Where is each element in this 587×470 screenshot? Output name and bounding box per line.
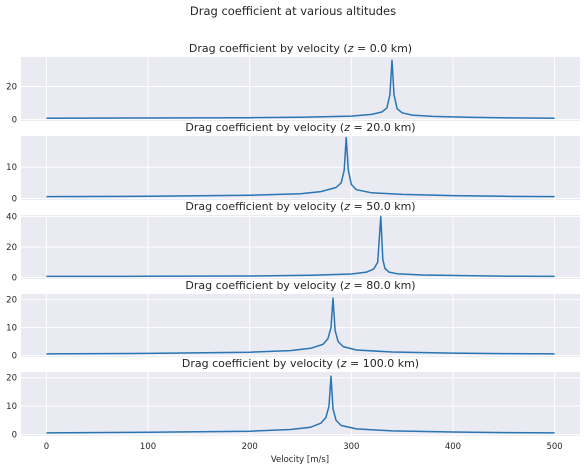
x-axis-label: Velocity [m/s] [271, 455, 329, 465]
y-tick-label: 40 [6, 213, 17, 223]
series-line [46, 297, 555, 355]
series-line [46, 375, 555, 434]
y-tick-label: 10 [6, 324, 17, 334]
plot-area [21, 294, 580, 357]
plot-area [21, 57, 580, 121]
y-tick-label: 20 [6, 83, 17, 93]
subplot-3: 0 10 20 Drag coefficient by velocity (z = 8… [6, 279, 580, 362]
y-tick-label: 10 [6, 163, 17, 173]
x-tick-label: 500 [546, 442, 562, 452]
x-tick-label: 200 [242, 442, 258, 452]
subplot-title: Drag coefficient by velocity (z = 50.0 k… [185, 200, 415, 213]
subplot-title: Drag coefficient by velocity (z = 80.0 k… [185, 279, 415, 292]
series-line [46, 136, 555, 198]
subplot-0: 0 20 Drag coefficient by velocity (z = 0.0… [6, 42, 580, 125]
subplot-2: 0 20 40 Drag coefficient by velocity (z = 5… [6, 200, 580, 283]
subplot-1: 0 10 Drag coefficient by velocity (z = 20.… [6, 121, 580, 204]
y-tick-label: 20 [6, 296, 17, 306]
subplots: 0 20 Drag coefficient by velocity (z = 0.0… [6, 42, 580, 452]
y-tick-label: 0 [12, 352, 17, 362]
y-tick-label: 10 [6, 402, 17, 412]
y-tick-label: 20 [6, 243, 17, 253]
y-tick-label: 0 [12, 273, 17, 283]
x-tick-label: 0 [44, 442, 49, 452]
y-tick-label: 0 [12, 431, 17, 441]
series-line [46, 59, 555, 119]
figure-title: Drag coefficient at various altitudes [190, 4, 396, 18]
y-tick-label: 0 [12, 115, 17, 125]
subplot-title: Drag coefficient by velocity (z = 20.0 k… [185, 121, 415, 134]
plot-area [21, 372, 580, 436]
plot-area [21, 136, 580, 200]
subplot-title: Drag coefficient by velocity (z = 100.0 … [182, 357, 419, 370]
subplot-4: 0 10 20 Drag coefficient by velocity (z = 1… [6, 357, 580, 452]
x-tick-label: 400 [445, 442, 461, 452]
y-tick-label: 0 [12, 194, 17, 204]
subplot-title: Drag coefficient by velocity (z = 0.0 km… [189, 42, 412, 55]
series-line [46, 215, 555, 278]
x-tick-label: 100 [140, 442, 156, 452]
x-tick-label: 300 [343, 442, 359, 452]
y-tick-label: 20 [6, 374, 17, 384]
